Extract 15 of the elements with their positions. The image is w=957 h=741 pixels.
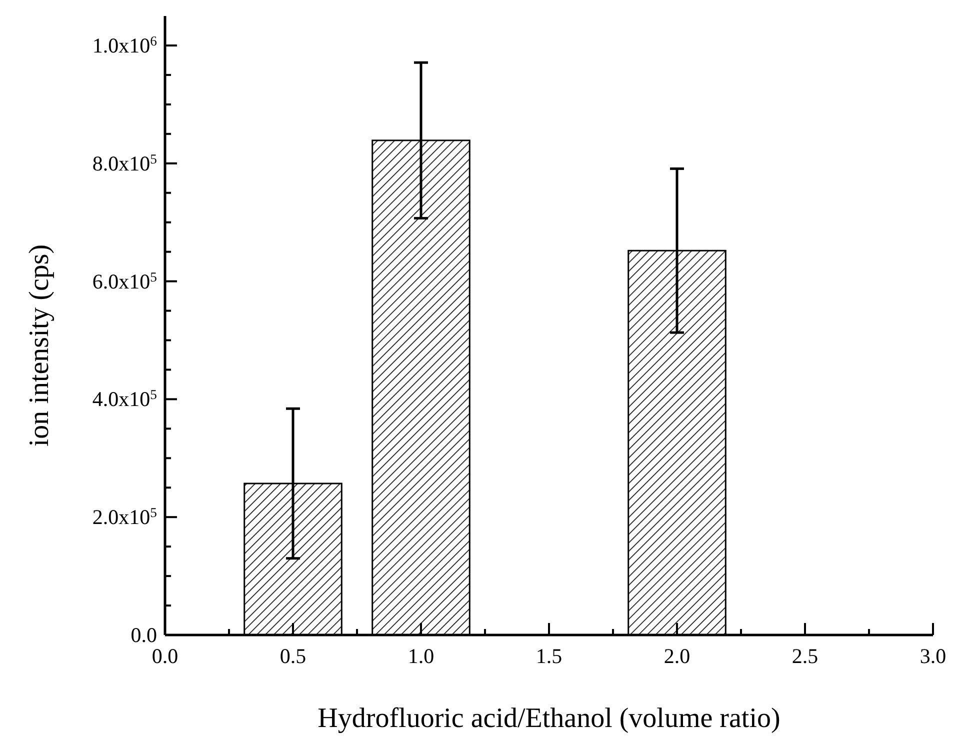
y-tick-label: 2.0x10$^{5}$ [92, 504, 158, 530]
y-tick-label: 8.0x10$^{5}$ [92, 150, 158, 176]
y-tick-label: 6.0x10$^{5}$ [92, 268, 158, 294]
x-tick-label: 1.0 [408, 644, 434, 668]
y-tick-label: 0.0 [130, 623, 157, 647]
x-tick-label: 3.0 [920, 644, 946, 668]
x-tick-label: 1.5 [536, 644, 562, 668]
x-tick-label: 0.0 [152, 644, 178, 668]
x-axis-title: Hydrofluoric acid/Ethanol (volume ratio) [318, 703, 780, 734]
y-tick-label: 1.0x10$^{6}$ [92, 32, 158, 58]
x-tick-label: 2.5 [792, 644, 818, 668]
y-tick-label: 4.0x10$^{5}$ [92, 386, 158, 412]
x-tick-label: 2.0 [664, 644, 690, 668]
y-axis-title: ion intensity (cps) [24, 244, 55, 447]
x-tick-label: 0.5 [280, 644, 306, 668]
